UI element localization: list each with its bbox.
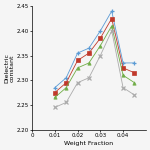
Y-axis label: Dielectric
constant: Dielectric constant [4,53,15,83]
X-axis label: Weight Fraction: Weight Fraction [64,141,114,146]
